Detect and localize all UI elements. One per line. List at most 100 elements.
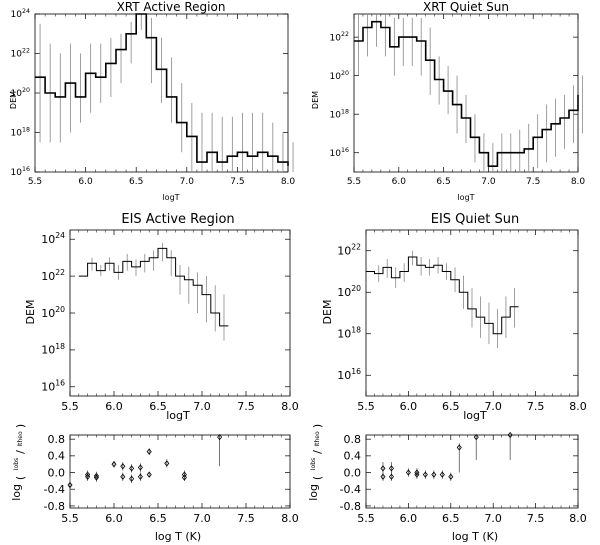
data-point <box>380 473 386 480</box>
x-tick-label: 6.5 <box>442 400 460 413</box>
x-tick-label: 6.0 <box>400 400 418 413</box>
eis-quiet-sun-panel: EIS Quiet Sun DEM logT 5.5 6.0 6.5 7.0 7.5 8.… <box>321 212 587 422</box>
x-tick-label: 6.0 <box>78 177 93 187</box>
data-point <box>129 475 135 482</box>
x-tick-label: 6.5 <box>149 512 167 525</box>
x-axis-label: logT <box>463 409 487 422</box>
x-tick-label: 5.5 <box>61 512 79 525</box>
y-tick-label: 1022 <box>337 243 361 258</box>
xrt-active-region-panel: XRT Active Region DEM logT 5.5 6.0 6.5 7.0 7… <box>9 0 295 202</box>
data-point <box>146 448 152 455</box>
panel-title: EIS Active Region <box>121 212 234 227</box>
data-point <box>137 473 143 480</box>
data-point <box>439 471 445 478</box>
x-tick-label: 6.0 <box>105 400 123 413</box>
plot-frame <box>365 434 579 509</box>
x-tick-label: 8.0 <box>281 512 299 525</box>
panel-title: XRT Active Region <box>117 0 226 14</box>
data-point <box>388 473 394 480</box>
y-axis-label-slash: / <box>14 450 27 454</box>
data-point <box>431 471 437 478</box>
data-point <box>93 474 99 481</box>
data-point <box>473 433 479 441</box>
y-tick-label: -0.8 <box>340 500 361 513</box>
data-point <box>164 460 170 467</box>
data-point <box>380 465 386 472</box>
x-axis-label: logT <box>166 409 190 422</box>
y-tick-label: 1018 <box>337 326 361 341</box>
x-tick-label: 7.0 <box>193 512 211 525</box>
x-tick-label: 5.5 <box>28 177 42 187</box>
y-tick-label: 1024 <box>11 8 30 20</box>
data-point <box>414 469 420 476</box>
data-point <box>85 473 91 480</box>
y-tick-label: 1022 <box>41 268 65 283</box>
x-tick-label: 8.0 <box>569 512 587 525</box>
plot-frame <box>365 229 579 397</box>
data-point <box>137 464 143 471</box>
x-tick-label: 8.0 <box>281 400 299 413</box>
eis-active-region-panel: EIS Active Region DEM logT 5.5 6.0 6.5 7.0 7… <box>24 212 299 422</box>
x-axis-label: logT <box>457 193 474 202</box>
y-tick-label: 1020 <box>337 284 361 299</box>
y-tick-label: 1016 <box>330 147 349 159</box>
data-point <box>120 473 126 480</box>
y-tick-label: 1018 <box>330 108 349 120</box>
x-tick-label: 7.0 <box>180 177 195 187</box>
x-tick-label: 7.5 <box>527 512 545 525</box>
x-tick-label: 7.0 <box>193 400 211 413</box>
panel-title: XRT Quiet Sun <box>423 0 509 14</box>
y-axis-label-paren-open: ( <box>311 476 324 480</box>
x-tick-label: 6.5 <box>129 177 143 187</box>
y-tick-label: 1022 <box>11 48 30 60</box>
y-axis-label: DEM <box>321 300 334 325</box>
y-axis-label-numerator: Iobs <box>13 458 20 470</box>
y-tick-label: 1022 <box>330 31 349 43</box>
plot-frame <box>69 229 291 397</box>
y-tick-label: 1016 <box>337 367 361 382</box>
data-point <box>146 471 152 478</box>
y-axis-label-prefix: log <box>10 484 23 501</box>
y-tick-label: 1018 <box>41 342 65 357</box>
y-axis-label-paren-close: ) <box>14 424 27 428</box>
x-tick-label: 8.0 <box>569 400 587 413</box>
y-axis-label-denominator: Itheo <box>17 431 24 447</box>
dem-histogram-line <box>78 247 229 327</box>
y-tick-label: 0.4 <box>344 450 362 463</box>
data-point <box>217 433 223 441</box>
data-point <box>388 465 394 472</box>
y-tick-label: -0.4 <box>340 483 361 496</box>
x-tick-label: 7.0 <box>484 512 502 525</box>
y-axis-label-prefix: log <box>307 484 320 501</box>
y-axis-label: log ( Iobs / Itheo ) <box>10 424 27 501</box>
x-tick-label: 7.0 <box>481 177 496 187</box>
data-point <box>67 481 73 489</box>
x-tick-label: 6.0 <box>105 512 123 525</box>
data-point <box>422 471 428 478</box>
y-tick-label: 1020 <box>11 87 30 99</box>
dem-histogram-line <box>354 20 579 167</box>
data-point <box>120 463 126 470</box>
y-axis-label-slash: / <box>311 450 324 454</box>
y-tick-label: 0.0 <box>48 466 66 479</box>
data-point <box>181 474 187 481</box>
x-axis-label: log T (K) <box>452 530 498 543</box>
x-axis-label: log T (K) <box>155 530 201 543</box>
y-tick-label: 1020 <box>330 70 349 82</box>
data-point <box>456 444 462 451</box>
x-tick-label: 6.5 <box>442 512 460 525</box>
data-point <box>507 431 513 439</box>
x-axis-label: logT <box>162 193 179 202</box>
y-tick-label: -0.4 <box>44 483 65 496</box>
x-tick-label: 7.5 <box>237 400 255 413</box>
y-axis-label-paren-open: ( <box>14 476 27 480</box>
data-point <box>448 473 454 480</box>
x-tick-label: 6.0 <box>400 512 418 525</box>
x-tick-label: 5.5 <box>357 512 375 525</box>
x-tick-label: 5.5 <box>61 400 79 413</box>
y-tick-label: 0.8 <box>344 433 362 446</box>
y-tick-label: -0.8 <box>44 500 65 513</box>
intensity-ratio-quiet-sun-panel: log ( Iobs / Itheo ) log T (K) 5.5 6.0 6.5… <box>307 424 587 543</box>
x-tick-label: 6.0 <box>392 177 407 187</box>
